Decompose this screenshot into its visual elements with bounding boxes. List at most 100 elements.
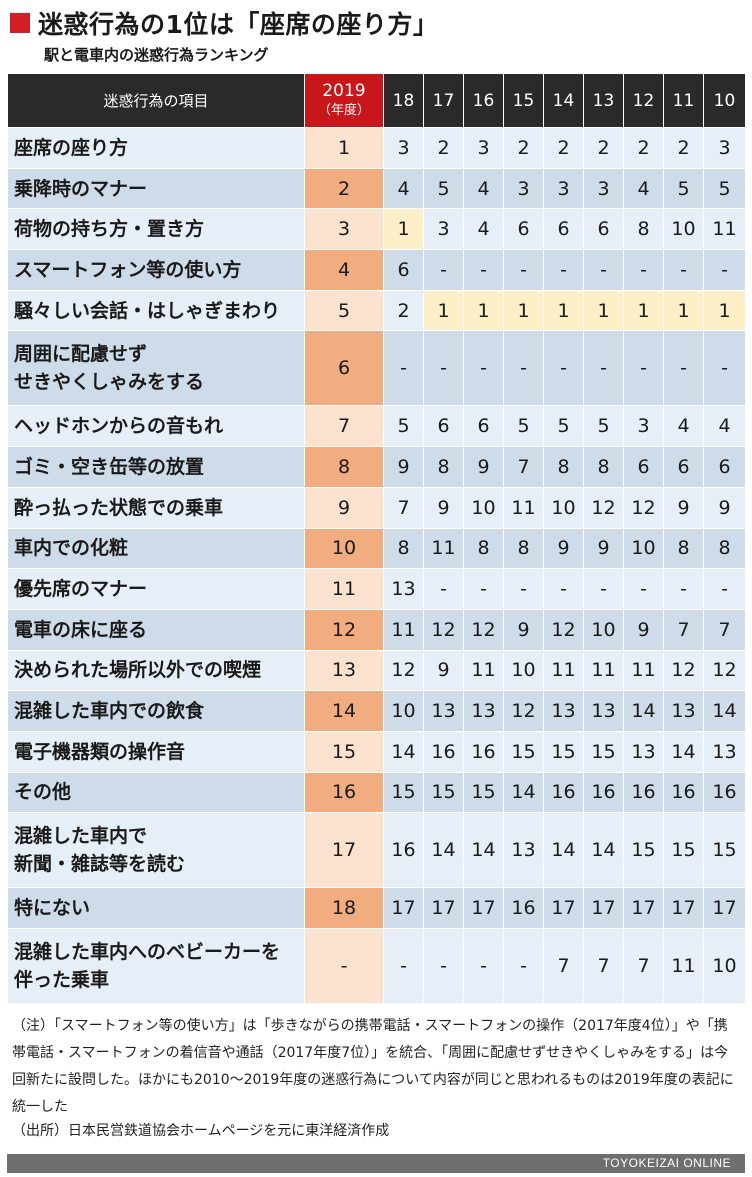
rank-history-cell: 11 xyxy=(663,928,704,1004)
rank-history-cell: 8 xyxy=(623,208,664,251)
rank-history-cell: 13 xyxy=(383,568,424,610)
rank-2019: 7 xyxy=(304,405,384,448)
rank-history-cell: 13 xyxy=(463,690,504,732)
rank-history-cell: 10 xyxy=(703,928,746,1004)
rank-history-cell: 14 xyxy=(423,812,464,889)
rank-history-cell: 6 xyxy=(503,208,544,251)
rank-history-cell: 2 xyxy=(383,289,424,332)
footer-brand: TOYOKEIZAI ONLINE xyxy=(602,1156,731,1170)
rank-history-cell: - xyxy=(383,330,424,407)
rank-history-cell: 3 xyxy=(623,405,664,448)
rank-history-cell: 5 xyxy=(663,167,704,210)
ranking-table: 迷惑行為の項目 2019 （年度） 18 17 16 15 14 13 12 11… xyxy=(7,73,746,1004)
rank-2019: 11 xyxy=(304,568,384,610)
row-item: ゴミ・空き缶等の放置 xyxy=(7,446,305,488)
rank-history-cell: - xyxy=(423,249,464,291)
rank-history-cell: 13 xyxy=(663,690,704,732)
rank-history-cell: 15 xyxy=(543,730,584,773)
rank-history-cell: 6 xyxy=(463,405,504,448)
rank-history-cell: 9 xyxy=(623,608,664,651)
rank-history-cell: 10 xyxy=(463,486,504,529)
rank-history-cell: 17 xyxy=(423,887,464,929)
rank-2019: 17 xyxy=(304,812,384,889)
rank-history-cell: 8 xyxy=(423,446,464,488)
rank-history-cell: 1 xyxy=(663,289,704,332)
rank-history-cell: 17 xyxy=(583,887,624,929)
rank-history-cell: 11 xyxy=(423,527,464,570)
rank-history-cell: 14 xyxy=(703,690,746,732)
table-row: 混雑した車内での飲食 14 10 13 13 12 13 13 14 13 14 xyxy=(7,690,746,732)
table-row: その他 16 15 15 15 14 16 16 16 16 16 xyxy=(7,771,746,814)
header-year-2019: 2019 （年度） xyxy=(304,73,384,128)
rank-history-cell: 12 xyxy=(583,486,624,529)
rank-history-cell: 17 xyxy=(463,887,504,929)
rank-history-cell: - xyxy=(703,330,746,407)
rank-history-cell: 1 xyxy=(623,289,664,332)
rank-history-cell: 9 xyxy=(463,446,504,488)
rank-history-cell: 17 xyxy=(383,887,424,929)
table-row: 酔っ払った状態での乗車 9 7 9 10 11 10 12 12 9 9 xyxy=(7,486,746,529)
rank-history-cell: 9 xyxy=(383,446,424,488)
rank-history-cell: - xyxy=(583,249,624,291)
footer-bar: TOYOKEIZAI ONLINE xyxy=(7,1154,745,1173)
rank-history-cell: - xyxy=(583,330,624,407)
rank-history-cell: 4 xyxy=(463,167,504,210)
row-item: 混雑した車内へのベビーカーを 伴った乗車 xyxy=(7,928,305,1004)
rank-history-cell: 11 xyxy=(463,649,504,692)
rank-history-cell: 14 xyxy=(583,812,624,889)
rank-2019: 12 xyxy=(304,608,384,651)
rank-history-cell: 13 xyxy=(623,730,664,773)
rank-history-cell: 6 xyxy=(383,249,424,291)
row-item: 荷物の持ち方・置き方 xyxy=(7,208,305,251)
rank-history-cell: 17 xyxy=(543,887,584,929)
rank-history-cell: 5 xyxy=(543,405,584,448)
table-row: ゴミ・空き缶等の放置 8 9 8 9 7 8 8 6 6 6 xyxy=(7,446,746,488)
row-item: 優先席のマナー xyxy=(7,568,305,610)
rank-2019: 13 xyxy=(304,649,384,692)
chart-title: 迷惑行為の1位は「座席の座り方」 xyxy=(10,6,438,40)
rank-history-cell: 12 xyxy=(703,649,746,692)
table-row: 周囲に配慮せず せきやくしゃみをする 6- - - - - - - - - xyxy=(7,330,746,407)
rank-history-cell: 11 xyxy=(583,649,624,692)
rank-history-cell: 16 xyxy=(503,887,544,929)
rank-history-cell: - xyxy=(503,249,544,291)
row-item: スマートフォン等の使い方 xyxy=(7,249,305,291)
table-row: 座席の座り方 1 3 2 3 2 2 2 2 2 3 xyxy=(7,127,746,169)
rank-history-cell: 16 xyxy=(703,771,746,814)
rank-history-cell: 10 xyxy=(383,690,424,732)
rank-2019: 14 xyxy=(304,690,384,732)
rank-history-cell: 15 xyxy=(703,812,746,889)
rank-2019: 16 xyxy=(304,771,384,814)
rank-history-cell: 12 xyxy=(543,608,584,651)
rank-2019: 2 xyxy=(304,167,384,210)
header-year: 14 xyxy=(543,73,584,128)
header-row: 迷惑行為の項目 2019 （年度） 18 17 16 15 14 13 12 11… xyxy=(7,73,746,128)
rank-history-cell: 12 xyxy=(423,608,464,651)
row-item: 混雑した車内で 新聞・雑誌等を読む xyxy=(7,812,305,889)
rank-2019: 1 xyxy=(304,127,384,169)
rank-history-cell: 16 xyxy=(583,771,624,814)
rank-history-cell: 9 xyxy=(663,486,704,529)
rank-history-cell: 15 xyxy=(623,812,664,889)
rank-history-cell: 2 xyxy=(663,127,704,169)
rank-history-cell: - xyxy=(543,249,584,291)
header-year: 16 xyxy=(463,73,504,128)
rank-history-cell: 9 xyxy=(703,486,746,529)
rank-history-cell: 12 xyxy=(623,486,664,529)
rank-history-cell: 3 xyxy=(583,167,624,210)
rank-history-cell: 2 xyxy=(543,127,584,169)
rank-history-cell: 10 xyxy=(543,486,584,529)
rank-2019: 10 xyxy=(304,527,384,570)
rank-history-cell: 6 xyxy=(583,208,624,251)
rank-2019: 18 xyxy=(304,887,384,929)
footnote: （注）「スマートフォン等の使い方」は「歩きながらの携帯電話・スマートフォンの操作… xyxy=(12,1018,734,1115)
rank-history-cell: 16 xyxy=(663,771,704,814)
rank-history-cell: 4 xyxy=(703,405,746,448)
rank-history-cell: 8 xyxy=(463,527,504,570)
rank-2019: 6 xyxy=(304,330,384,407)
subtitle: 駅と電車内の迷惑行為ランキング xyxy=(44,46,269,64)
header-year-unit: （年度） xyxy=(317,102,370,118)
table-row: 車内での化粧 10 8 11 8 8 9 9 10 8 8 xyxy=(7,527,746,570)
rank-history-cell: 7 xyxy=(583,928,624,1004)
rank-history-cell: 3 xyxy=(703,127,746,169)
